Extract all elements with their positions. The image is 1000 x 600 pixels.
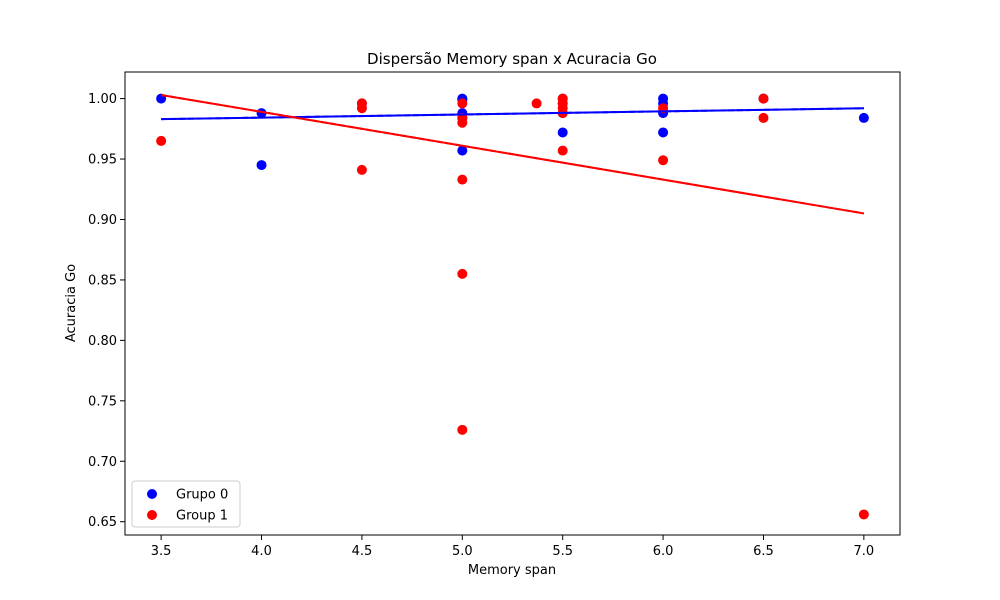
y-axis-label: Acuracia Go: [64, 264, 79, 342]
y-tick-label: 0.65: [88, 515, 117, 530]
data-point: [557, 145, 568, 156]
series-grupo-0: [156, 93, 869, 171]
data-point: [457, 424, 468, 435]
data-point: [858, 509, 869, 520]
axes-frame: [124, 71, 901, 536]
trend-line-dashed: [161, 107, 864, 121]
data-point: [457, 268, 468, 279]
y-tick-label: 0.85: [88, 273, 117, 288]
legend-label: Group 1: [176, 509, 228, 524]
data-point: [457, 145, 468, 156]
data-point: [658, 155, 669, 166]
x-tick-label: 5.0: [452, 544, 473, 559]
data-point: [356, 164, 367, 175]
data-point: [531, 98, 542, 109]
data-point: [356, 103, 367, 114]
x-tick-label: 4.5: [352, 544, 373, 559]
y-tick-label: 0.75: [88, 394, 117, 409]
plot-area: [156, 93, 869, 520]
y-tick-label: 0.80: [88, 334, 117, 349]
data-point: [658, 127, 669, 138]
y-tick-label: 0.70: [88, 455, 117, 470]
data-point: [758, 112, 769, 123]
data-point: [457, 98, 468, 109]
data-point: [758, 93, 769, 104]
trend-line-dashed: [160, 93, 865, 215]
x-axis-label: Memory span: [468, 563, 556, 578]
axes: 3.5 4.0 4.5 5.0 5.5 6.0 6.5 7.0 0.65 0.70 0.75 0.80…: [88, 71, 901, 559]
x-tick-label: 6.5: [753, 544, 774, 559]
data-point: [457, 174, 468, 185]
x-tick-label: 7.0: [854, 544, 875, 559]
data-point: [557, 127, 568, 138]
x-tick-label: 4.0: [251, 544, 272, 559]
y-tick-label: 0.90: [88, 213, 117, 228]
data-point: [256, 160, 267, 171]
legend-marker: [147, 489, 157, 499]
data-point: [858, 112, 869, 123]
series-group-1: [156, 93, 869, 520]
data-point: [457, 117, 468, 128]
data-point: [156, 135, 167, 146]
legend-box: [131, 480, 241, 528]
legend: Grupo 0 Group 1: [131, 480, 241, 528]
y-tick-label: 1.00: [88, 92, 117, 107]
chart-title: Dispersão Memory span x Acuracia Go: [367, 50, 657, 68]
x-tick-label: 6.0: [653, 544, 674, 559]
x-tick-label: 3.5: [151, 544, 172, 559]
legend-label: Grupo 0: [176, 488, 228, 503]
legend-marker: [147, 510, 157, 520]
x-tick-label: 5.5: [552, 544, 573, 559]
y-tick-label: 0.95: [88, 153, 117, 168]
